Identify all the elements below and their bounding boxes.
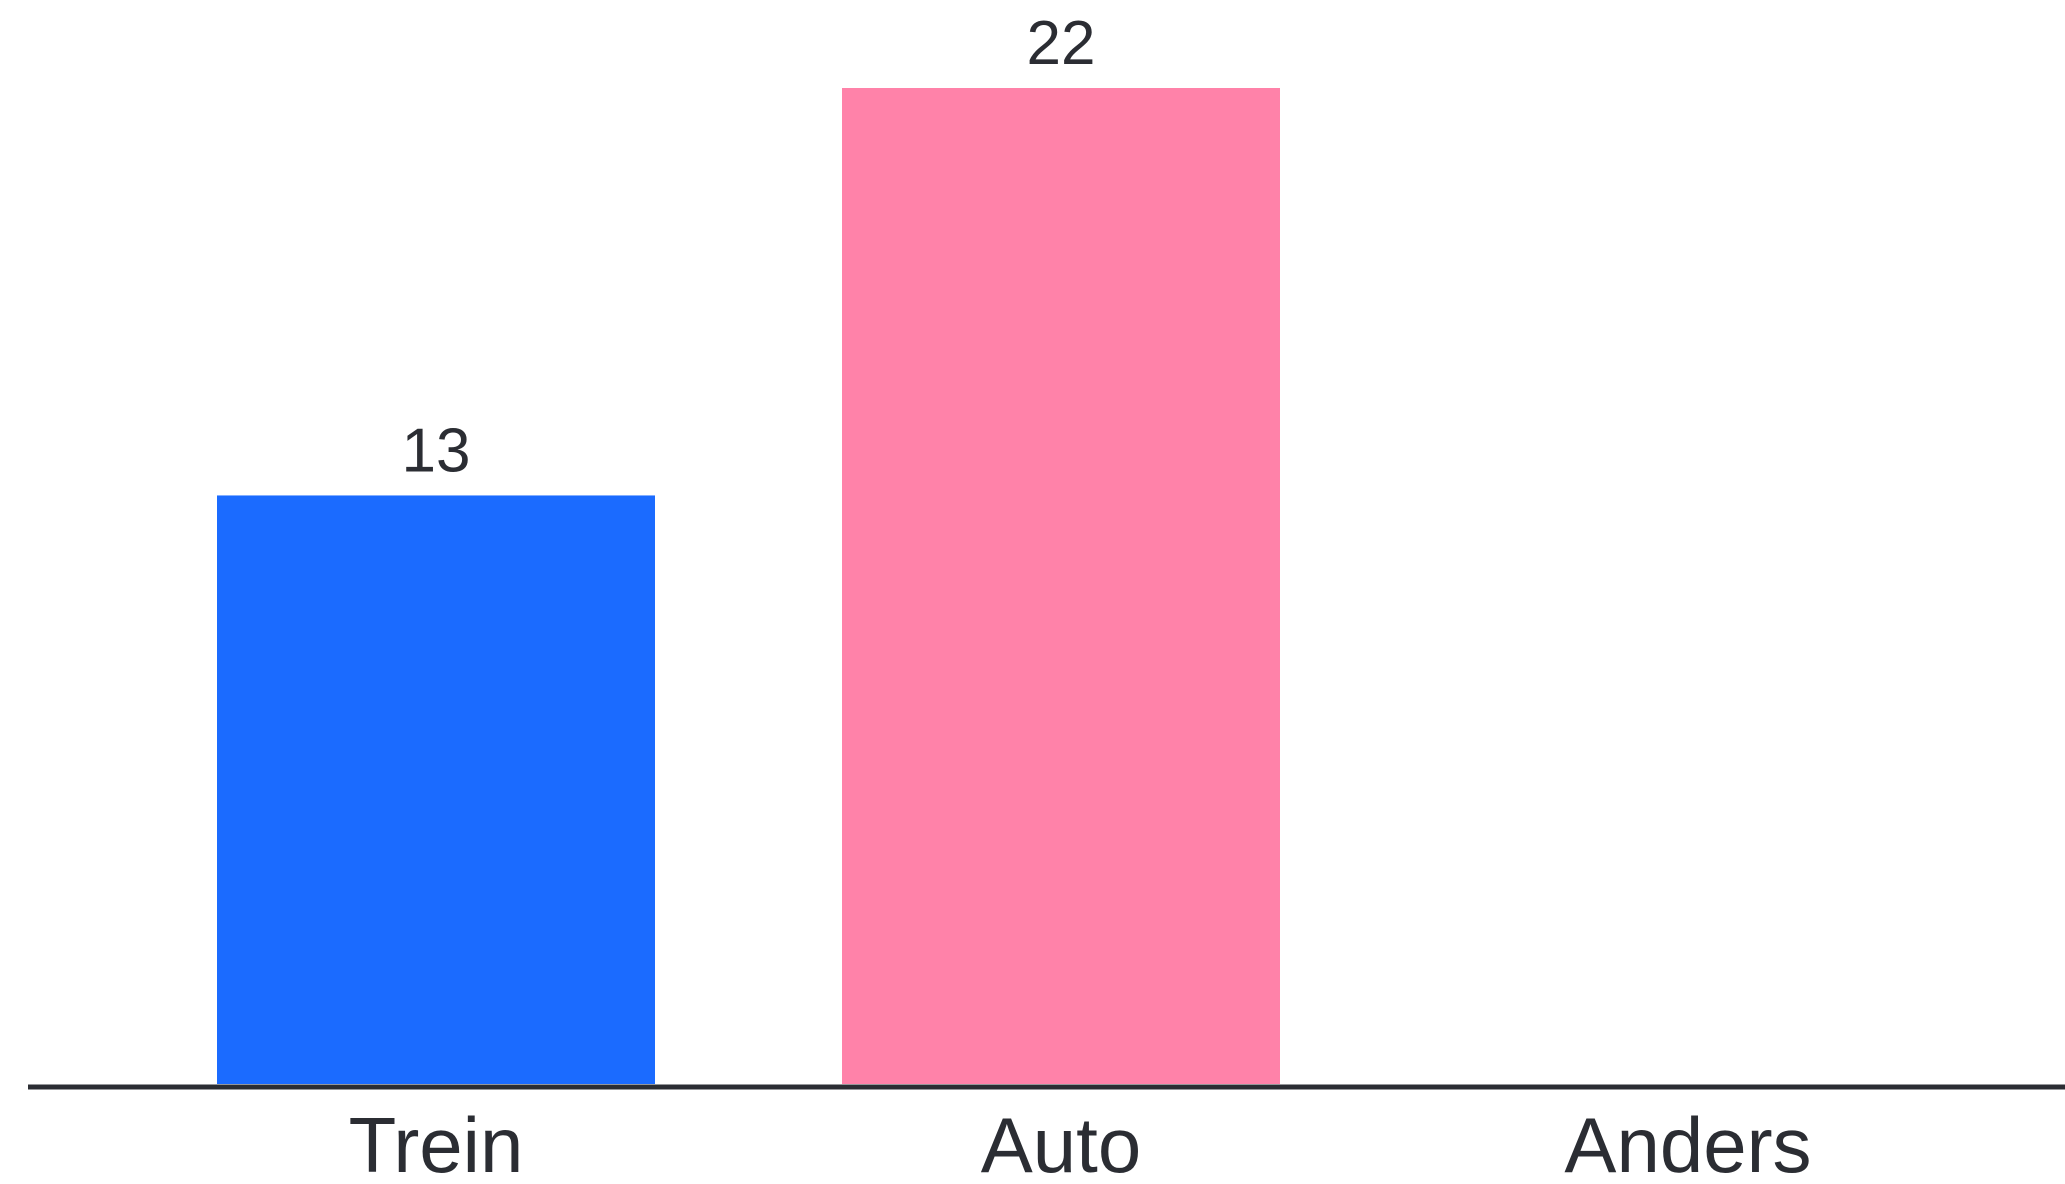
- x-tick-label-trein: Trein: [349, 1101, 524, 1184]
- x-tick-label-anders: Anders: [1564, 1101, 1811, 1184]
- value-labels-group: 13 22: [402, 9, 1096, 485]
- x-tick-label-auto: Auto: [981, 1101, 1141, 1184]
- x-tick-labels-group: Trein Auto Anders: [349, 1101, 1812, 1184]
- value-label-auto: 22: [1027, 9, 1096, 78]
- bar-trein: [217, 495, 655, 1084]
- bars-group: [217, 88, 1280, 1084]
- value-label-trein: 13: [402, 416, 471, 485]
- bar-auto: [842, 88, 1280, 1084]
